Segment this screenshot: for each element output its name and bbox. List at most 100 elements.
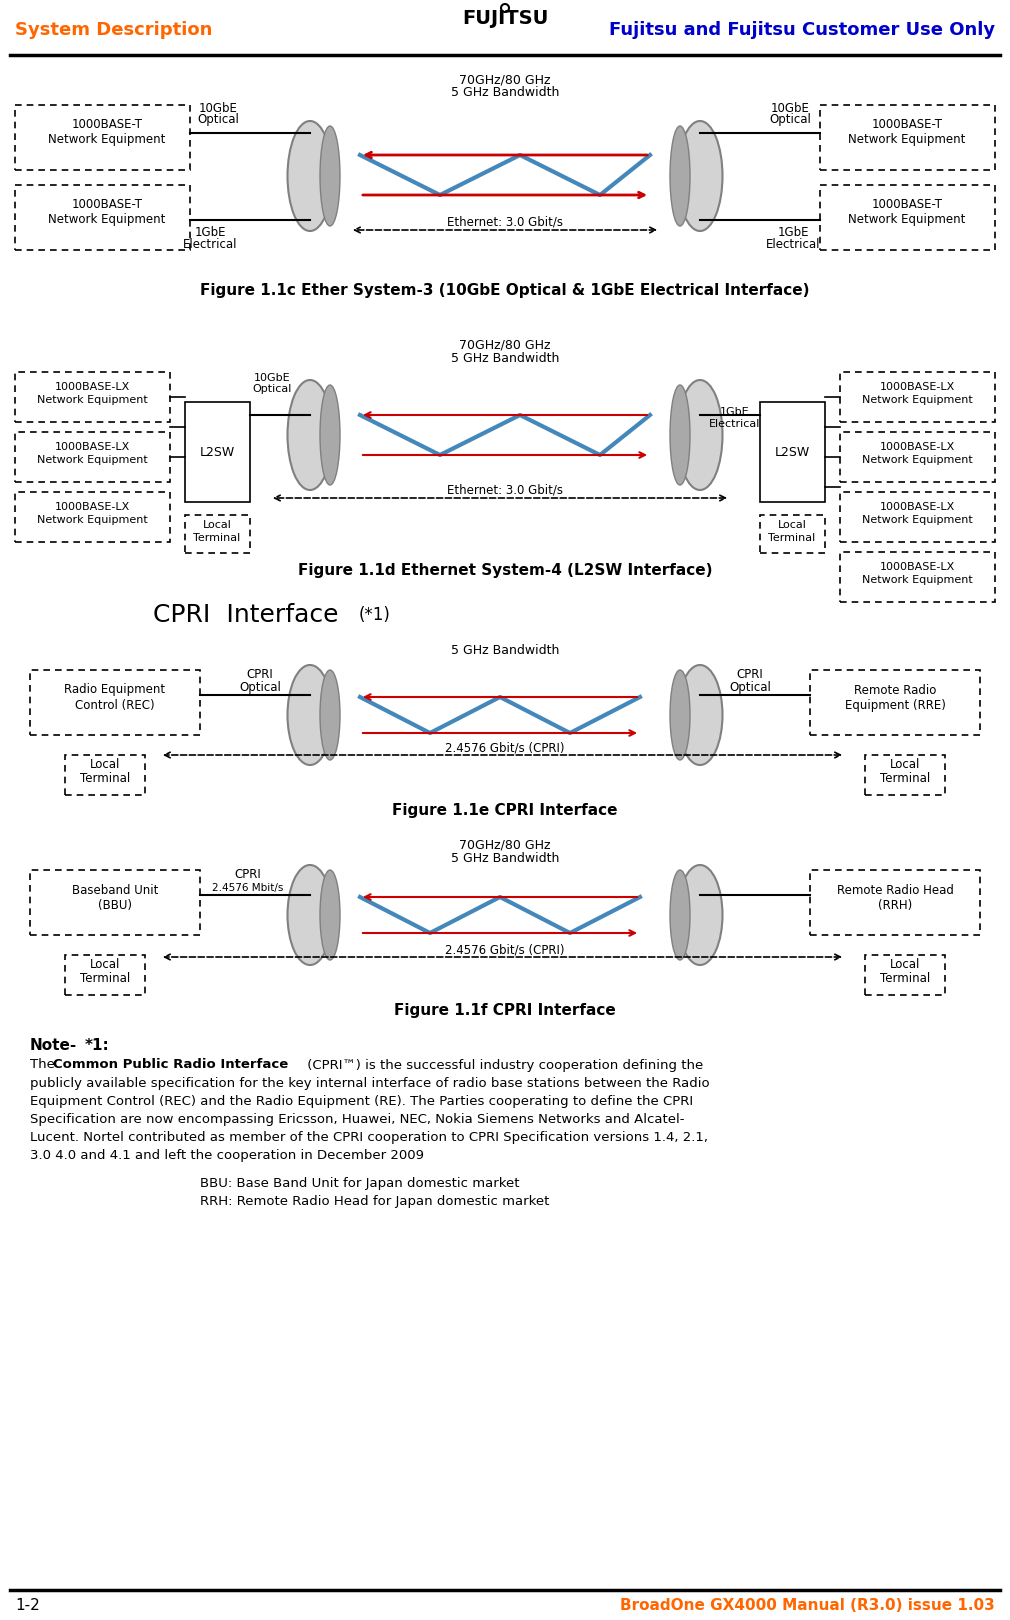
Text: Terminal: Terminal xyxy=(80,972,130,985)
Text: 1000BASE-T: 1000BASE-T xyxy=(72,199,142,212)
Text: Ethernet: 3.0 Gbit/s: Ethernet: 3.0 Gbit/s xyxy=(447,215,563,228)
Text: L2SW: L2SW xyxy=(775,446,810,458)
Ellipse shape xyxy=(288,381,332,489)
Text: 1000BASE-LX: 1000BASE-LX xyxy=(880,502,954,512)
Text: CPRI: CPRI xyxy=(246,669,274,682)
Text: Figure 1.1d Ethernet System-4 (L2SW Interface): Figure 1.1d Ethernet System-4 (L2SW Inte… xyxy=(298,562,712,577)
Text: (BBU): (BBU) xyxy=(98,899,132,912)
Text: 1GbE: 1GbE xyxy=(778,225,809,238)
Text: Ethernet: 3.0 Gbit/s: Ethernet: 3.0 Gbit/s xyxy=(447,483,563,496)
Text: 1000BASE-T: 1000BASE-T xyxy=(872,118,942,131)
Text: Lucent. Nortel contributed as member of the CPRI cooperation to CPRI Specificati: Lucent. Nortel contributed as member of … xyxy=(30,1131,708,1144)
Text: FUJITSU: FUJITSU xyxy=(462,8,548,28)
Ellipse shape xyxy=(670,126,690,227)
Text: 1000BASE-T: 1000BASE-T xyxy=(872,199,942,212)
Ellipse shape xyxy=(670,386,690,484)
Text: Optical: Optical xyxy=(252,384,292,394)
Text: 10GbE: 10GbE xyxy=(254,373,290,382)
Text: 1000BASE-LX: 1000BASE-LX xyxy=(55,382,129,392)
Text: Network Equipment: Network Equipment xyxy=(862,515,973,525)
Text: 3.0 4.0 and 4.1 and left the cooperation in December 2009: 3.0 4.0 and 4.1 and left the cooperation… xyxy=(30,1149,424,1162)
Ellipse shape xyxy=(320,671,340,760)
Text: Optical: Optical xyxy=(197,113,239,126)
Text: Network Equipment: Network Equipment xyxy=(862,575,973,585)
Text: 1GbE: 1GbE xyxy=(194,225,226,238)
Text: (*1): (*1) xyxy=(360,606,391,624)
Text: Network Equipment: Network Equipment xyxy=(36,515,147,525)
Text: 70GHz/80 GHz: 70GHz/80 GHz xyxy=(460,839,550,852)
Text: Terminal: Terminal xyxy=(880,771,930,784)
Text: 1000BASE-T: 1000BASE-T xyxy=(72,118,142,131)
Text: Remote Radio Head: Remote Radio Head xyxy=(836,883,953,896)
Text: 5 GHz Bandwidth: 5 GHz Bandwidth xyxy=(450,643,560,656)
Text: 1000BASE-LX: 1000BASE-LX xyxy=(880,382,954,392)
Text: L2SW: L2SW xyxy=(199,446,234,458)
Text: 1000BASE-LX: 1000BASE-LX xyxy=(55,502,129,512)
Text: Common Public Radio Interface: Common Public Radio Interface xyxy=(53,1058,288,1071)
Text: Figure 1.1e CPRI Interface: Figure 1.1e CPRI Interface xyxy=(392,802,618,818)
Text: 2.4576 Gbit/s (CPRI): 2.4576 Gbit/s (CPRI) xyxy=(445,943,565,956)
Ellipse shape xyxy=(678,122,722,232)
Ellipse shape xyxy=(288,865,332,966)
Text: CPRI: CPRI xyxy=(234,868,262,881)
Text: (CPRI™) is the successful industry cooperation defining the: (CPRI™) is the successful industry coope… xyxy=(303,1058,703,1071)
Ellipse shape xyxy=(670,671,690,760)
Text: Local: Local xyxy=(90,959,120,972)
Text: BroadOne GX4000 Manual (R3.0) issue 1.03: BroadOne GX4000 Manual (R3.0) issue 1.03 xyxy=(620,1597,995,1612)
Text: 1000BASE-LX: 1000BASE-LX xyxy=(880,442,954,452)
Text: Optical: Optical xyxy=(729,680,771,693)
Ellipse shape xyxy=(678,381,722,489)
Ellipse shape xyxy=(288,122,332,232)
Text: Terminal: Terminal xyxy=(769,533,816,543)
Text: Control (REC): Control (REC) xyxy=(75,698,155,711)
Ellipse shape xyxy=(678,664,722,765)
Text: 70GHz/80 GHz: 70GHz/80 GHz xyxy=(460,339,550,352)
Text: Network Equipment: Network Equipment xyxy=(36,395,147,405)
Text: Figure 1.1f CPRI Interface: Figure 1.1f CPRI Interface xyxy=(394,1003,616,1017)
Ellipse shape xyxy=(288,664,332,765)
Text: Figure 1.1c Ether System-3 (10GbE Optical & 1GbE Electrical Interface): Figure 1.1c Ether System-3 (10GbE Optica… xyxy=(200,282,810,298)
Text: Optical: Optical xyxy=(239,680,281,693)
Text: Electrical: Electrical xyxy=(709,420,761,429)
Text: Electrical: Electrical xyxy=(183,238,237,251)
Text: 1000BASE-LX: 1000BASE-LX xyxy=(55,442,129,452)
Text: (RRH): (RRH) xyxy=(878,899,912,912)
Ellipse shape xyxy=(678,865,722,966)
Text: 1-2: 1-2 xyxy=(15,1597,39,1612)
Text: Baseband Unit: Baseband Unit xyxy=(72,883,159,896)
Text: Network Equipment: Network Equipment xyxy=(862,455,973,465)
Text: 5 GHz Bandwidth: 5 GHz Bandwidth xyxy=(450,352,560,365)
Text: CPRI: CPRI xyxy=(736,669,764,682)
Text: Terminal: Terminal xyxy=(80,771,130,784)
Text: BBU: Base Band Unit for Japan domestic market: BBU: Base Band Unit for Japan domestic m… xyxy=(200,1176,519,1189)
Text: Radio Equipment: Radio Equipment xyxy=(65,684,166,697)
Text: CPRI  Interface: CPRI Interface xyxy=(154,603,346,627)
Text: Local: Local xyxy=(890,758,920,771)
Text: Remote Radio: Remote Radio xyxy=(853,684,936,697)
Text: Local: Local xyxy=(203,520,231,530)
Text: Terminal: Terminal xyxy=(193,533,240,543)
Text: Local: Local xyxy=(890,959,920,972)
Text: System Description: System Description xyxy=(15,21,212,39)
Text: 70GHz/80 GHz: 70GHz/80 GHz xyxy=(460,73,550,86)
Ellipse shape xyxy=(320,870,340,961)
Text: Network Equipment: Network Equipment xyxy=(36,455,147,465)
Text: Note-: Note- xyxy=(30,1037,77,1053)
Text: Equipment (RRE): Equipment (RRE) xyxy=(844,698,945,711)
Text: Network Equipment: Network Equipment xyxy=(862,395,973,405)
Text: 10GbE: 10GbE xyxy=(199,102,237,115)
Text: Network Equipment: Network Equipment xyxy=(848,214,966,227)
Text: 5 GHz Bandwidth: 5 GHz Bandwidth xyxy=(450,852,560,865)
Text: Equipment Control (REC) and the Radio Equipment (RE). The Parties cooperating to: Equipment Control (REC) and the Radio Eq… xyxy=(30,1095,693,1108)
Text: Fujitsu and Fujitsu Customer Use Only: Fujitsu and Fujitsu Customer Use Only xyxy=(609,21,995,39)
Text: Local: Local xyxy=(778,520,806,530)
Text: Optical: Optical xyxy=(769,113,811,126)
Text: Terminal: Terminal xyxy=(880,972,930,985)
Text: RRH: Remote Radio Head for Japan domestic market: RRH: Remote Radio Head for Japan domesti… xyxy=(200,1194,549,1207)
Text: 5 GHz Bandwidth: 5 GHz Bandwidth xyxy=(450,86,560,99)
Ellipse shape xyxy=(320,386,340,484)
Text: 1000BASE-LX: 1000BASE-LX xyxy=(880,562,954,572)
Ellipse shape xyxy=(670,870,690,961)
Text: publicly available specification for the key internal interface of radio base st: publicly available specification for the… xyxy=(30,1077,710,1090)
Text: 2.4576 Gbit/s (CPRI): 2.4576 Gbit/s (CPRI) xyxy=(445,742,565,755)
